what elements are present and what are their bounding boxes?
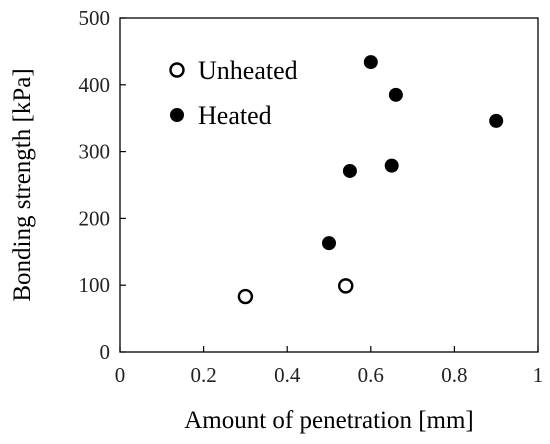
x-tick-label: 0.8 [441,363,467,387]
y-tick-label: 400 [79,73,111,97]
y-tick-label: 500 [79,6,111,30]
plot-frame [119,17,539,353]
y-axis-label: Bonding strength [kPa] [9,68,36,301]
heated-point [388,87,403,102]
x-axis-label: Amount of penetration [mm] [184,407,474,434]
axes [119,17,539,353]
heated-point [342,163,357,178]
data-points [237,55,504,305]
x-tick-label: 0 [115,363,126,387]
heated-point [384,158,399,173]
legend-marker-unheated [169,62,185,78]
y-tick-label: 200 [79,206,111,230]
heated-point [322,236,336,251]
x-tick-label: 1 [533,363,544,387]
heated-point [489,113,504,128]
x-tick-label: 0.6 [358,363,384,387]
unheated-point [338,278,354,294]
x-tick-label: 0.2 [190,363,216,387]
legend-label-unheated: Unheated [198,56,298,85]
legend: Unheated Heated [169,56,298,130]
y-tick-label: 0 [100,340,111,364]
tick-labels: 0 0.2 0.4 0.6 0.8 1 0 100 200 300 400 500 [79,6,544,387]
y-tick-label: 300 [79,140,111,164]
unheated-point [237,288,254,305]
x-tick-label: 0.4 [274,363,301,387]
heated-point [363,55,378,70]
legend-marker-heated [170,108,184,122]
legend-label-heated: Heated [198,101,272,130]
y-tick-label: 100 [79,273,111,297]
